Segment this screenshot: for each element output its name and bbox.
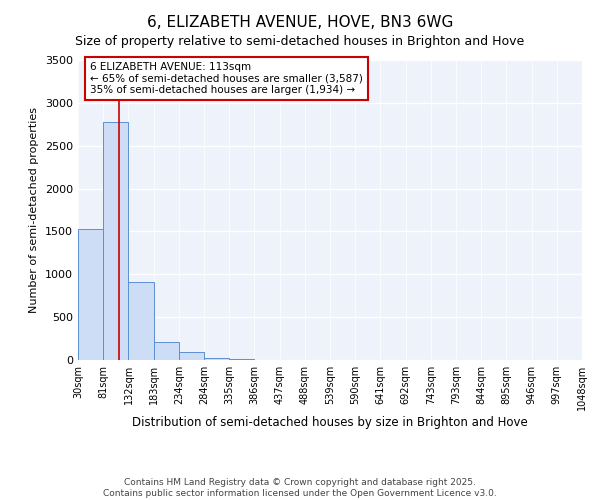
X-axis label: Distribution of semi-detached houses by size in Brighton and Hove: Distribution of semi-detached houses by … xyxy=(132,416,528,428)
Bar xyxy=(229,359,254,360)
Text: 6, ELIZABETH AVENUE, HOVE, BN3 6WG: 6, ELIZABETH AVENUE, HOVE, BN3 6WG xyxy=(147,15,453,30)
Text: 6 ELIZABETH AVENUE: 113sqm
← 65% of semi-detached houses are smaller (3,587)
35%: 6 ELIZABETH AVENUE: 113sqm ← 65% of semi… xyxy=(91,62,363,95)
Bar xyxy=(128,282,154,360)
Text: Contains HM Land Registry data © Crown copyright and database right 2025.
Contai: Contains HM Land Registry data © Crown c… xyxy=(103,478,497,498)
Bar xyxy=(179,352,204,360)
Bar xyxy=(103,122,128,360)
Y-axis label: Number of semi-detached properties: Number of semi-detached properties xyxy=(29,107,40,313)
Bar xyxy=(154,342,179,360)
Text: Size of property relative to semi-detached houses in Brighton and Hove: Size of property relative to semi-detach… xyxy=(76,35,524,48)
Bar xyxy=(78,229,103,360)
Bar xyxy=(204,358,229,360)
